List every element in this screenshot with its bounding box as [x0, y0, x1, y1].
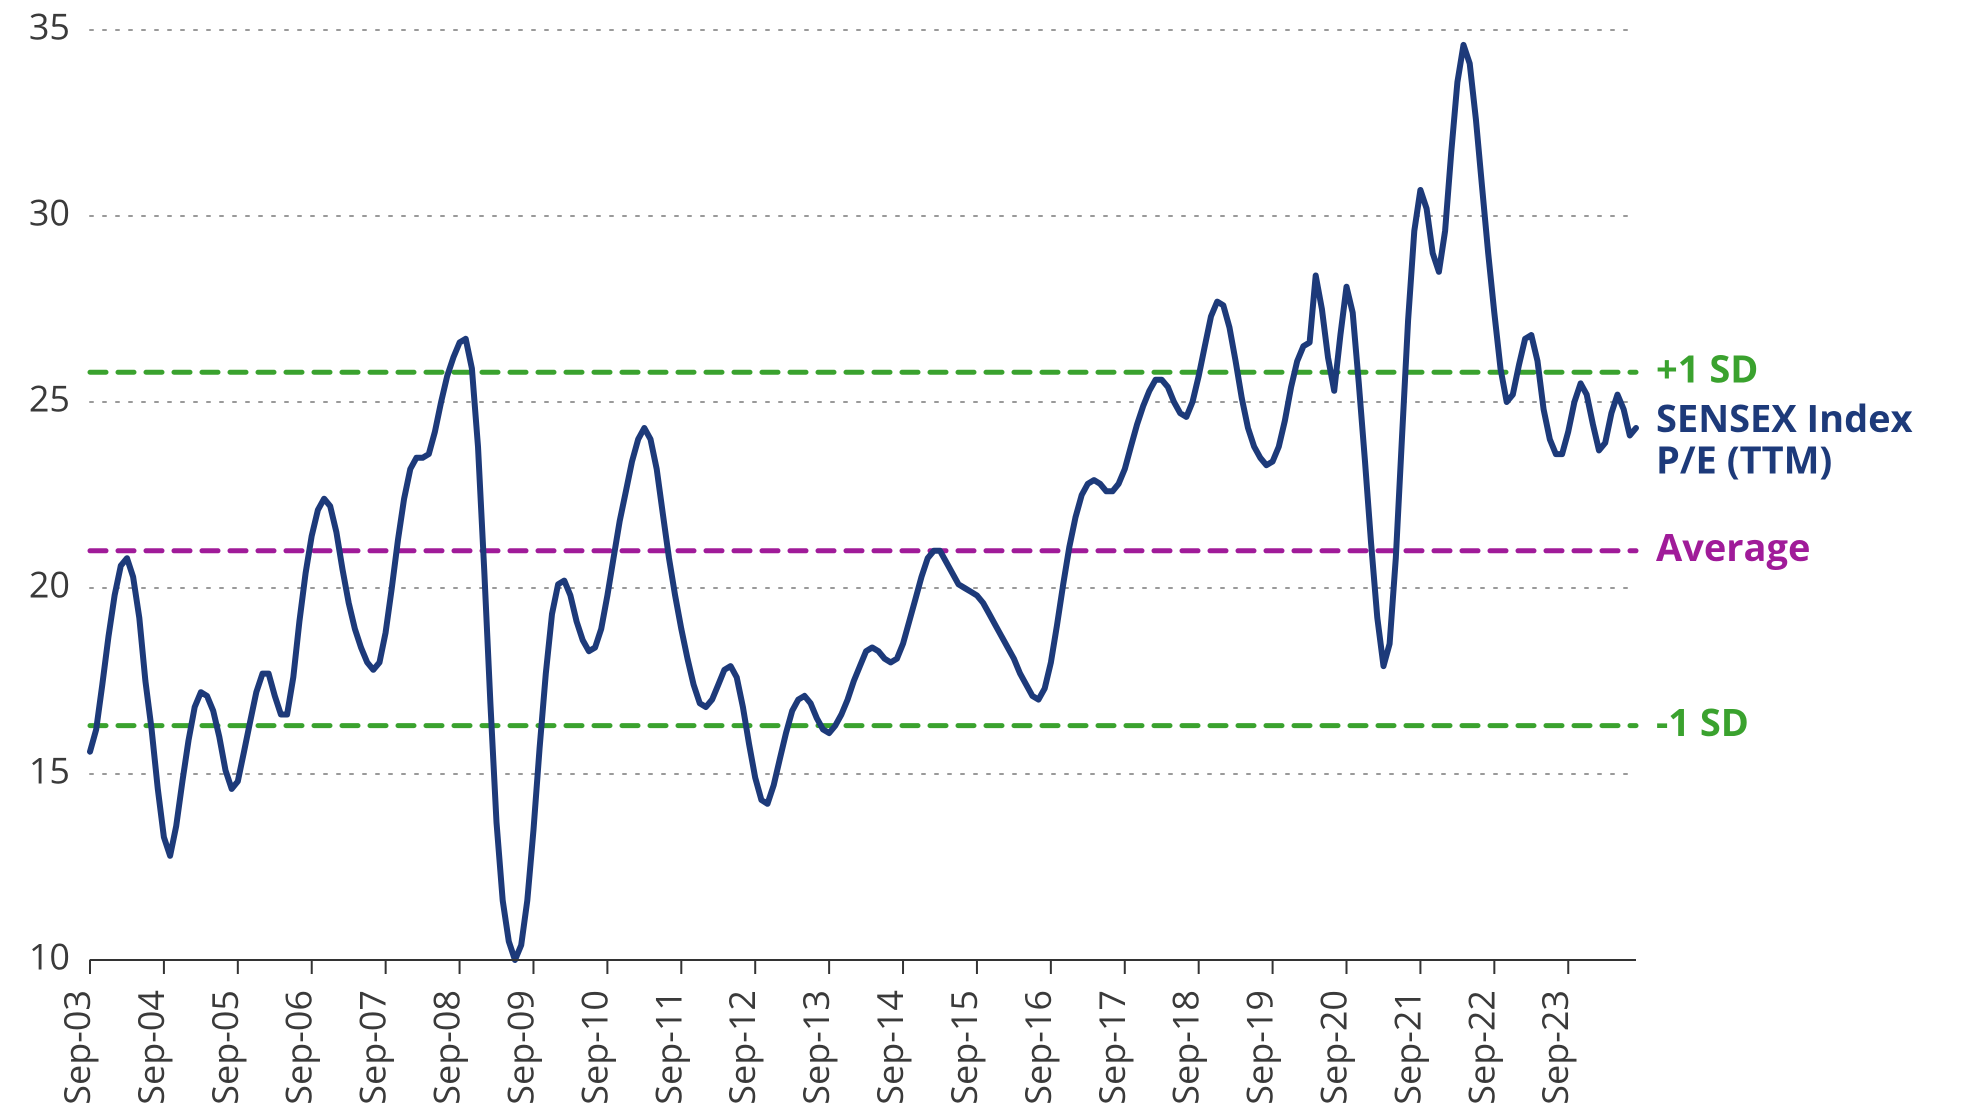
x-tick-label: Sep-12 [717, 990, 766, 1105]
y-tick-label: 20 [29, 560, 70, 609]
x-tick-label: Sep-11 [643, 990, 692, 1105]
reference-line-label: -1 SD [1656, 696, 1749, 748]
x-tick-label: Sep-05 [200, 990, 249, 1105]
y-tick-label: 15 [29, 746, 70, 795]
x-tick-label: Sep-17 [1087, 990, 1136, 1105]
x-tick-label: Sep-13 [791, 990, 840, 1105]
x-tick-label: Sep-03 [52, 990, 101, 1105]
x-tick-label: Sep-07 [348, 990, 397, 1105]
pe-history-chart: 101520253035+1 SDAverage-1 SDSENSEX Inde… [0, 0, 1966, 1120]
x-tick-label: Sep-14 [865, 990, 914, 1105]
x-tick-label: Sep-18 [1161, 990, 1210, 1105]
x-tick-label: Sep-08 [422, 990, 471, 1105]
x-tick-label: Sep-19 [1235, 990, 1284, 1105]
reference-line-label: Average [1656, 521, 1810, 573]
chart-svg: 101520253035+1 SDAverage-1 SDSENSEX Inde… [0, 0, 1966, 1120]
y-tick-label: 30 [29, 188, 70, 237]
x-tick-label: Sep-22 [1456, 990, 1505, 1105]
x-tick-label: Sep-15 [939, 990, 988, 1105]
x-tick-label: Sep-20 [1309, 990, 1358, 1105]
x-tick-label: Sep-09 [495, 990, 544, 1105]
x-tick-label: Sep-23 [1530, 990, 1579, 1105]
x-tick-label: Sep-21 [1382, 990, 1431, 1105]
y-tick-label: 25 [29, 374, 70, 423]
x-tick-label: Sep-04 [126, 990, 175, 1105]
x-tick-label: Sep-10 [569, 990, 618, 1105]
x-tick-label: Sep-06 [274, 990, 323, 1105]
reference-line-label: +1 SD [1656, 342, 1758, 394]
y-tick-label: 35 [29, 2, 70, 51]
x-tick-label: Sep-16 [1013, 990, 1062, 1105]
y-tick-label: 10 [29, 932, 70, 981]
